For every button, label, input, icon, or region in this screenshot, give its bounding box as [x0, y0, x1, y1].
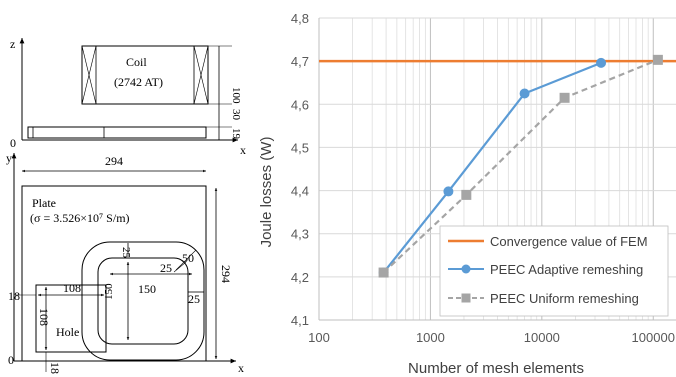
coil-right-winding — [193, 45, 209, 105]
x-axis-label-top: x — [240, 143, 246, 157]
y-axis-title: Joule losses (W) — [258, 137, 275, 248]
coil-right-cross-2 — [193, 45, 209, 105]
plot-frame — [318, 18, 676, 321]
dim-inner-radius — [173, 261, 187, 273]
adaptive-point — [443, 186, 454, 197]
y-tick-label: 4,1 — [291, 313, 309, 328]
y-tick-label: 4,3 — [291, 227, 309, 242]
x-axis-label-bottom: x — [238, 361, 244, 375]
series-layer — [378, 54, 663, 278]
dim-hole-height-label: 108 — [37, 308, 51, 326]
x-tick-label: 100 — [308, 330, 330, 345]
origin-top: 0 — [10, 136, 16, 150]
x-tick-labels: 100 1000 10000 100000 — [308, 330, 675, 345]
uniform-point — [559, 92, 570, 103]
legend-label-fem: Convergence value of FEM — [490, 234, 648, 249]
z-axis-label: z — [10, 37, 15, 51]
geometry-diagram: z x 0 Coil (2742 AT) 100 30 19 y x 0 294 — [6, 37, 246, 375]
dim-hole-x-label: 18 — [48, 362, 62, 374]
legend-label-adaptive: PEEC Adaptive remeshing — [490, 262, 643, 277]
x-axis-title: Number of mesh elements — [408, 360, 584, 377]
dim-outer-radius — [175, 249, 197, 271]
uniform-series-line — [382, 58, 659, 274]
plate-label: Plate — [32, 196, 56, 210]
chart: 4,14,24,34,44,54,64,74,8 100 1000 10000 100… — [258, 11, 676, 377]
dim-coil-height: 100 — [230, 87, 242, 104]
y-tick-label: 4,4 — [291, 184, 309, 199]
y-axis-label: y — [6, 151, 12, 165]
plate-side — [27, 126, 207, 139]
y-tick-label: 4,7 — [291, 54, 309, 69]
y-tick-labels: 4,1 4,2 4,3 4,4 4,5 4,6 4,7 4,8 — [291, 11, 309, 328]
legend-marker-uniform — [461, 293, 471, 303]
y-tick-label: 4,6 — [291, 97, 309, 112]
dim-plate-height-label: 294 — [219, 265, 233, 283]
adaptive-series-line — [382, 61, 602, 274]
y-tick-label: 4,2 — [291, 270, 309, 285]
plate-conductivity: (σ = 3.526×10⁷ S/m) — [30, 211, 130, 225]
dim-inner-radius-label: 25 — [160, 261, 172, 275]
dim-plate-thickness: 19 — [230, 128, 242, 140]
legend: Convergence value of FEM PEEC Adaptive r… — [439, 225, 669, 317]
dim-hole-width-label: 108 — [63, 281, 81, 295]
coil-label: Coil — [126, 55, 147, 69]
adaptive-point — [596, 57, 607, 68]
x-tick-label: 1000 — [416, 330, 445, 345]
adaptive-point — [519, 88, 530, 99]
uniform-point — [652, 54, 663, 65]
legend-label-uniform: PEEC Uniform remeshing — [490, 291, 639, 306]
dim-outer-radius-label: 50 — [182, 251, 194, 265]
coil-turns-label: (2742 AT) — [114, 75, 163, 89]
origin-bottom: 0 — [8, 353, 14, 367]
dim-gap: 30 — [230, 109, 242, 121]
hole — [35, 284, 107, 353]
uniform-point — [378, 267, 389, 278]
dim-coil-thickness-top-label: 25 — [120, 247, 132, 259]
y-tick-label: 4,5 — [291, 140, 309, 155]
legend-marker-adaptive — [461, 264, 471, 274]
dim-coil-side-vertical-label: 150 — [103, 283, 115, 300]
dim-coil-thickness-right-label: 25 — [188, 292, 200, 306]
coil-outer — [81, 241, 205, 361]
uniform-point — [461, 189, 472, 200]
coil-inner — [97, 257, 189, 345]
x-tick-label: 100000 — [632, 330, 675, 345]
hole-label: Hole — [56, 325, 79, 339]
dim-hole-y-label: 18 — [8, 289, 20, 303]
plate-outline — [21, 185, 207, 362]
dim-plate-width-label: 294 — [105, 154, 123, 168]
coil-left-winding — [81, 45, 97, 105]
y-tick-label: 4,8 — [291, 11, 309, 26]
dim-coil-side-label: 150 — [138, 282, 156, 296]
coil-left-cross-2 — [81, 45, 97, 105]
x-tick-label: 10000 — [524, 330, 560, 345]
